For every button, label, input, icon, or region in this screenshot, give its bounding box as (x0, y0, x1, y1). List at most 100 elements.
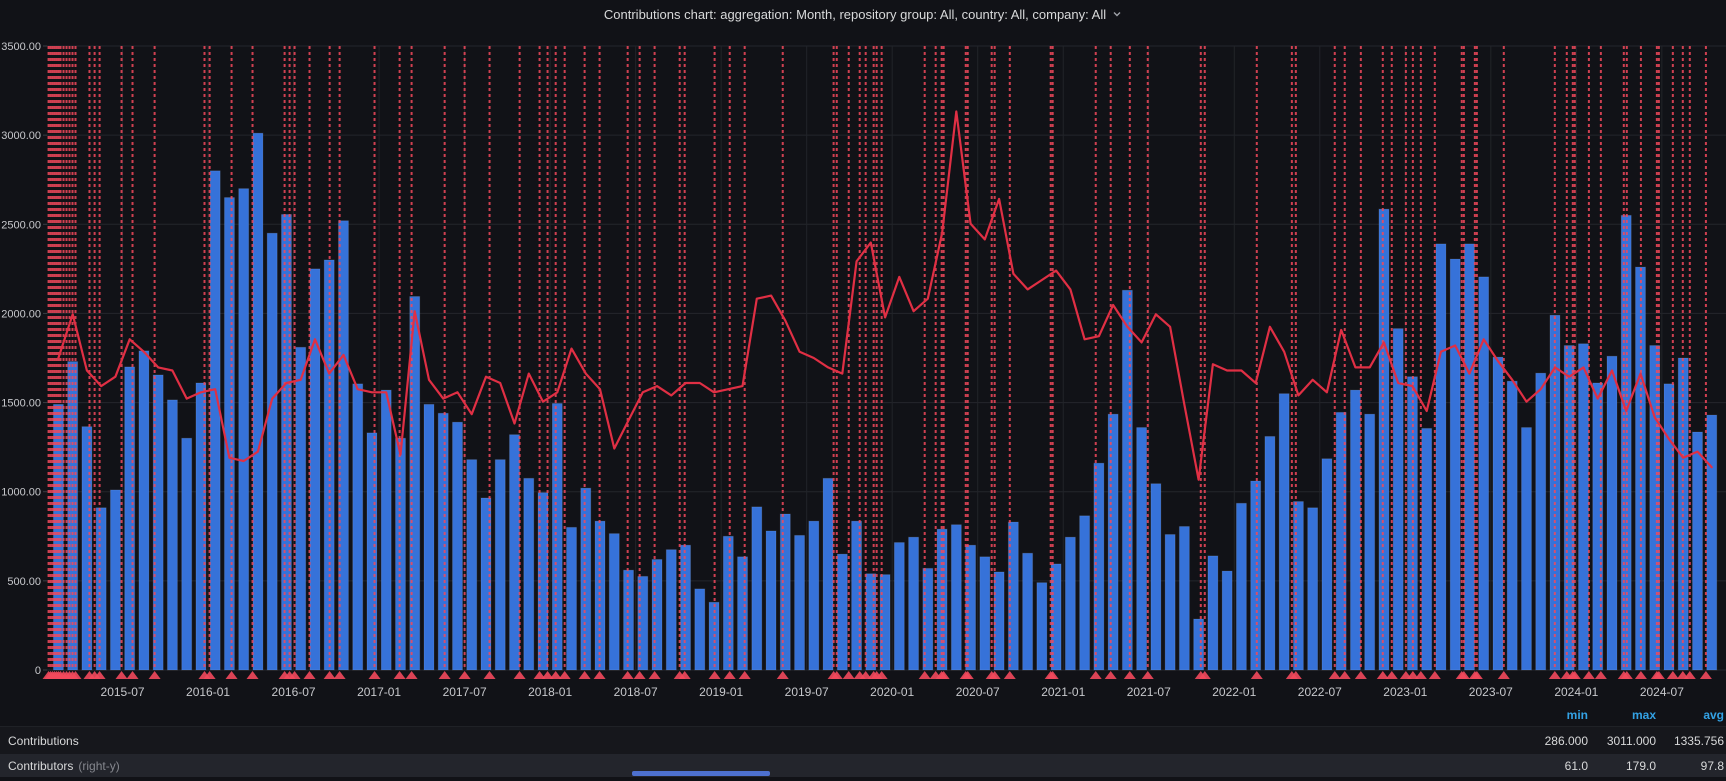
bar (1435, 243, 1447, 671)
bar (851, 520, 863, 671)
bar (1022, 552, 1034, 671)
bar (209, 170, 221, 671)
x-axis-tick-label: 2023-07 (1469, 685, 1513, 699)
bar (779, 513, 791, 671)
annotation-triangle-icon (988, 671, 1001, 679)
panel-title-text: Contributions chart: aggregation: Month,… (603, 6, 1107, 22)
bar (1563, 345, 1575, 671)
y-axis-tick-label: 2000.00 (1, 308, 41, 320)
bar (1492, 356, 1504, 671)
bar (181, 437, 193, 671)
annotation-triangle-icon (859, 671, 872, 679)
x-axis-tick-label: 2022-01 (1212, 685, 1256, 699)
annotation-triangle-icon (393, 671, 406, 679)
bar (52, 403, 64, 671)
bar (1036, 582, 1048, 671)
bar (1706, 414, 1718, 671)
annotation-triangle-icon (1497, 671, 1510, 679)
annotation-triangle-icon (533, 671, 546, 679)
legend-max-value: 3011.000 (1606, 733, 1656, 748)
annotation-triangle-icon (1406, 671, 1419, 679)
bar (1392, 328, 1404, 671)
bar (1221, 570, 1233, 671)
bar (694, 588, 706, 671)
annotation-triangle-icon (1104, 671, 1117, 679)
x-axis-tick-label: 2024-07 (1640, 685, 1684, 699)
annotation-triangle-icon (126, 671, 139, 679)
bar (1121, 289, 1133, 671)
y-axis-tick-label: 3500.00 (1, 41, 41, 53)
bar (879, 574, 891, 671)
x-axis-tick-label: 2015-07 (101, 685, 145, 699)
x-axis-tick-label: 2017-07 (443, 685, 487, 699)
bar (1506, 380, 1518, 671)
annotation-triangle-icon (1548, 671, 1561, 679)
bar (423, 403, 435, 671)
bar (665, 549, 677, 671)
bar (1321, 458, 1333, 671)
bar (722, 535, 734, 671)
bar (124, 366, 136, 671)
bar (979, 556, 991, 671)
x-axis-tick-label: 2020-01 (870, 685, 914, 699)
bar (794, 534, 806, 671)
annotation-triangle-icon (1198, 671, 1211, 679)
legend-avg-value: 1335.756 (1673, 733, 1724, 748)
bar (166, 399, 178, 671)
annotation-triangle-icon (1328, 671, 1341, 679)
annotation-triangle-icon (303, 671, 316, 679)
annotation-triangle-icon (738, 671, 751, 679)
bar (1349, 389, 1361, 671)
bar (808, 520, 820, 671)
annotation-triangle-icon (1634, 671, 1647, 679)
bar (651, 558, 663, 671)
bar (1136, 427, 1148, 671)
bar (566, 526, 578, 671)
legend-series-axis-note: (right-y) (78, 758, 120, 773)
chevron-down-icon (1112, 9, 1122, 19)
x-axis-tick-label: 2024-01 (1554, 685, 1598, 699)
bar (81, 426, 93, 671)
panel-title[interactable]: Contributions chart: aggregation: Month,… (0, 0, 1726, 28)
bar (1150, 483, 1162, 671)
legend-row-contributors[interactable]: Contributors (right-y) 61.0 179.0 97.8 (0, 754, 1726, 777)
bar (451, 421, 463, 671)
bar (965, 544, 977, 671)
annotation-triangle-icon (918, 671, 931, 679)
legend-header-max: max (1631, 708, 1656, 722)
bar (1164, 534, 1176, 671)
annotation-triangle-icon (1089, 671, 1102, 679)
annotation-triangle-icon (678, 671, 691, 679)
x-axis-tick-label: 2017-01 (357, 685, 401, 699)
bar (1364, 413, 1376, 671)
horizontal-scrollbar-thumb[interactable] (632, 771, 770, 776)
annotation-triangle-icon (723, 671, 736, 679)
annotation-triangle-icon (483, 671, 496, 679)
bar (922, 567, 934, 671)
annotation-triangle-icon (578, 671, 591, 679)
bar (551, 402, 563, 671)
annotation-triangle-icon (1457, 671, 1470, 679)
x-axis-tick-label: 2019-07 (785, 685, 829, 699)
bar (323, 259, 335, 671)
bar (1378, 208, 1390, 671)
legend-table: min max avg Contributions 286.000 3011.0… (0, 704, 1726, 777)
bar (1421, 427, 1433, 671)
legend-row-contributions[interactable]: Contributions 286.000 3011.000 1335.756 (0, 726, 1726, 754)
bar (765, 530, 777, 671)
bar (152, 374, 164, 671)
bar (1193, 618, 1205, 671)
bar (1292, 501, 1304, 671)
bar (1250, 480, 1262, 671)
bar (1663, 383, 1675, 671)
annotation-triangle-icon (513, 671, 526, 679)
annotation-triangle-icon (1414, 671, 1427, 679)
annotation-triangle-icon (1470, 671, 1483, 679)
bar (1264, 435, 1276, 671)
annotation-triangle-icon (549, 671, 562, 679)
annotation-triangle-icon (1568, 671, 1581, 679)
legend-series-label: Contributors (8, 758, 74, 773)
y-axis-tick-label: 2500.00 (1, 219, 41, 231)
y-axis-labels: 3500.00 3000.00 2500.00 2000.00 1500.00 1000.… (1, 41, 41, 677)
